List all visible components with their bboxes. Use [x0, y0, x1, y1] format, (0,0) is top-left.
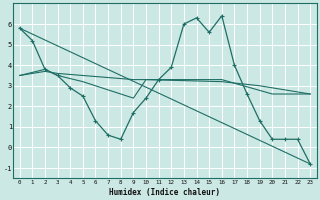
X-axis label: Humidex (Indice chaleur): Humidex (Indice chaleur) — [109, 188, 220, 197]
